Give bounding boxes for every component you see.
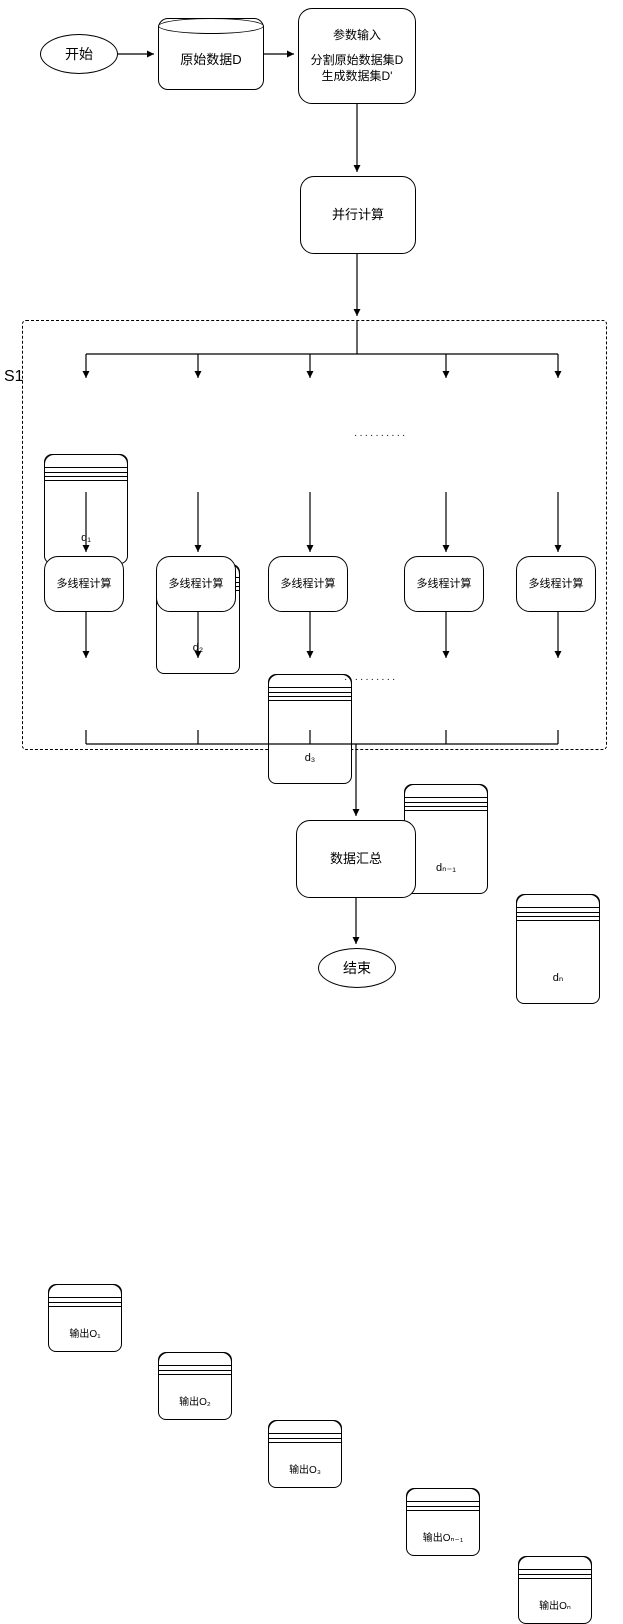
end-text: 结束: [343, 959, 371, 977]
d-cyl-5: dₙ: [516, 894, 600, 1004]
dots-top: ··········: [354, 430, 407, 441]
out-cyl-3: 输出O₃: [268, 1420, 342, 1488]
d1-label: d₁: [45, 531, 127, 545]
thread-3-text: 多线程计算: [281, 577, 336, 591]
d-cyl-3: d₃: [268, 674, 352, 784]
thread-5-text: 多线程计算: [529, 577, 584, 591]
out4-label: 输出Oₙ₋₁: [407, 1532, 479, 1545]
out3-label: 输出O₃: [269, 1464, 341, 1477]
out5-label: 输出Oₙ: [519, 1600, 591, 1613]
start-text: 开始: [65, 45, 93, 63]
parallel-text: 并行计算: [332, 207, 384, 224]
aggregate-box: 数据汇总: [296, 820, 416, 898]
thread-2-text: 多线程计算: [169, 577, 224, 591]
thread-box-5: 多线程计算: [516, 556, 596, 612]
raw-db-label: 原始数据D: [159, 52, 263, 69]
raw-db-cylinder: 原始数据D: [158, 18, 264, 90]
out-cyl-2: 输出O₂: [158, 1352, 232, 1420]
d-cyl-4: dₙ₋₁: [404, 784, 488, 894]
d4-label: dₙ₋₁: [405, 861, 487, 875]
param-line1: 参数输入: [333, 28, 381, 44]
aggregate-text: 数据汇总: [330, 851, 382, 868]
param-box: 参数输入 分割原始数据集D 生成数据集D': [298, 8, 416, 104]
d-cyl-1: d₁: [44, 454, 128, 564]
out-cyl-1: 输出O₁: [48, 1284, 122, 1352]
start-node: 开始: [40, 34, 118, 74]
out2-label: 输出O₂: [159, 1396, 231, 1409]
thread-box-3: 多线程计算: [268, 556, 348, 612]
thread-box-2: 多线程计算: [156, 556, 236, 612]
out-cyl-5: 输出Oₙ: [518, 1556, 592, 1624]
parallel-box: 并行计算: [300, 176, 416, 254]
param-line2: 分割原始数据集D: [311, 53, 404, 69]
d5-label: dₙ: [517, 971, 599, 985]
d2-label: d₂: [157, 641, 239, 655]
param-line3: 生成数据集D': [322, 69, 393, 85]
dots-bottom: ··········: [344, 674, 397, 685]
thread-4-text: 多线程计算: [417, 577, 472, 591]
thread-box-4: 多线程计算: [404, 556, 484, 612]
thread-1-text: 多线程计算: [57, 577, 112, 591]
out1-label: 输出O₁: [49, 1328, 121, 1341]
s1-label: S1: [4, 368, 24, 386]
end-node: 结束: [318, 948, 396, 988]
out-cyl-4: 输出Oₙ₋₁: [406, 1488, 480, 1556]
d3-label: d₃: [269, 751, 351, 765]
thread-box-1: 多线程计算: [44, 556, 124, 612]
